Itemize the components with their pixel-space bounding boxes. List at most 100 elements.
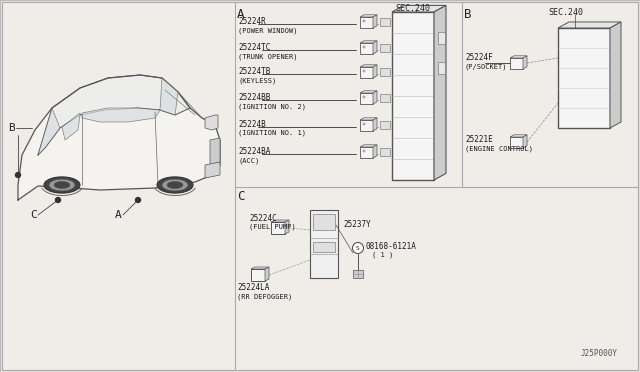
Bar: [558, 28, 610, 128]
Text: 25224F: 25224F: [465, 53, 493, 62]
Text: ( 1 ): ( 1 ): [372, 252, 393, 259]
Bar: [380, 18, 390, 26]
Polygon shape: [523, 56, 527, 69]
Bar: [510, 137, 523, 148]
Bar: [438, 62, 445, 74]
Polygon shape: [210, 138, 220, 165]
Circle shape: [15, 173, 20, 177]
Bar: [360, 147, 373, 158]
Circle shape: [353, 243, 364, 253]
Bar: [271, 222, 285, 234]
Polygon shape: [510, 56, 527, 58]
Polygon shape: [251, 267, 269, 269]
Text: 25237Y: 25237Y: [343, 220, 371, 229]
Text: (POWER WINDOW): (POWER WINDOW): [238, 27, 298, 33]
Bar: [251, 269, 265, 281]
Circle shape: [362, 45, 365, 48]
Polygon shape: [558, 22, 621, 28]
Polygon shape: [510, 135, 527, 137]
Bar: [310, 210, 338, 278]
Text: (ACC): (ACC): [238, 157, 259, 164]
Polygon shape: [162, 179, 188, 191]
Text: A: A: [115, 210, 122, 220]
Bar: [380, 121, 390, 129]
Text: 08168-6121A: 08168-6121A: [366, 242, 417, 251]
Text: B: B: [8, 123, 15, 133]
Text: SEC.240: SEC.240: [548, 8, 583, 17]
Polygon shape: [271, 220, 289, 222]
Polygon shape: [360, 41, 377, 43]
Text: (P/SOCKET): (P/SOCKET): [465, 63, 508, 70]
Text: (IGNITION NO. 2): (IGNITION NO. 2): [238, 103, 306, 109]
Polygon shape: [360, 15, 377, 17]
Circle shape: [362, 96, 365, 99]
Polygon shape: [373, 91, 377, 104]
Bar: [360, 67, 373, 78]
Polygon shape: [18, 75, 220, 200]
Polygon shape: [360, 91, 377, 93]
Polygon shape: [49, 179, 75, 191]
Text: 25224LA: 25224LA: [237, 283, 269, 292]
Polygon shape: [38, 75, 190, 155]
Polygon shape: [373, 145, 377, 158]
Text: J25P000Y: J25P000Y: [581, 349, 618, 358]
Polygon shape: [434, 6, 446, 180]
Bar: [510, 58, 523, 69]
Text: C: C: [30, 210, 36, 220]
Text: 25221E: 25221E: [465, 135, 493, 144]
Text: (KEYLESS): (KEYLESS): [238, 77, 276, 83]
Circle shape: [362, 150, 365, 153]
Polygon shape: [285, 220, 289, 234]
Text: 25224BA: 25224BA: [238, 147, 270, 156]
Text: 25224C: 25224C: [249, 214, 276, 223]
Polygon shape: [373, 41, 377, 54]
Text: 25224TB: 25224TB: [238, 67, 270, 76]
Bar: [380, 94, 390, 102]
Bar: [392, 12, 434, 180]
Text: C: C: [237, 190, 244, 203]
Bar: [353, 270, 363, 278]
Polygon shape: [360, 118, 377, 120]
Polygon shape: [44, 177, 80, 193]
Bar: [438, 32, 445, 44]
Polygon shape: [205, 162, 220, 178]
Text: (FUEL PUMP): (FUEL PUMP): [249, 224, 296, 231]
Polygon shape: [373, 65, 377, 78]
Polygon shape: [523, 135, 527, 148]
Text: B: B: [464, 8, 472, 21]
Circle shape: [56, 198, 61, 202]
Text: (RR DEFOGGER): (RR DEFOGGER): [237, 293, 292, 299]
Text: (TRUNK OPENER): (TRUNK OPENER): [238, 53, 298, 60]
Bar: [313, 242, 335, 252]
Text: S: S: [356, 246, 360, 250]
Bar: [360, 120, 373, 131]
Bar: [360, 17, 373, 28]
Polygon shape: [82, 108, 160, 122]
Polygon shape: [54, 182, 70, 189]
Bar: [313, 214, 335, 230]
Bar: [360, 93, 373, 104]
Polygon shape: [205, 115, 218, 130]
Text: SEC.240: SEC.240: [396, 4, 431, 13]
Polygon shape: [38, 108, 60, 155]
Polygon shape: [373, 15, 377, 28]
Polygon shape: [265, 267, 269, 281]
Polygon shape: [373, 118, 377, 131]
Polygon shape: [610, 22, 621, 128]
Bar: [380, 68, 390, 76]
Polygon shape: [62, 113, 80, 140]
Polygon shape: [160, 78, 178, 115]
Text: 25224TC: 25224TC: [238, 43, 270, 52]
Text: 25224BB: 25224BB: [238, 93, 270, 102]
Polygon shape: [392, 6, 446, 12]
Text: A: A: [237, 8, 244, 21]
Text: 25224R: 25224R: [238, 17, 266, 26]
Bar: [380, 148, 390, 156]
Polygon shape: [157, 177, 193, 193]
Text: (IGNITION NO. 1): (IGNITION NO. 1): [238, 130, 306, 137]
Text: (ENGINE CONTROL): (ENGINE CONTROL): [465, 145, 533, 151]
Bar: [360, 43, 373, 54]
Polygon shape: [167, 182, 183, 189]
Circle shape: [136, 198, 141, 202]
Circle shape: [362, 70, 365, 73]
